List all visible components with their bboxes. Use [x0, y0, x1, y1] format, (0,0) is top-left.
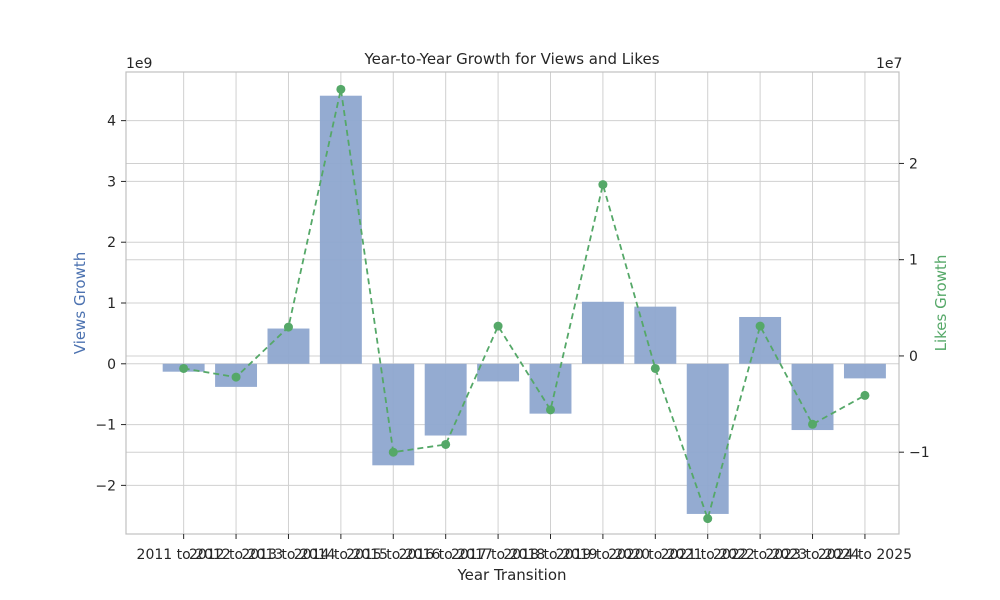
- left-tick-label: 1: [107, 296, 116, 312]
- left-axis-ticks: −2 −1 0 1 2 3 4: [95, 114, 126, 494]
- x-tick-label: 2017 to 2018: [451, 547, 545, 563]
- likes-point-2017-to-2018: [493, 321, 503, 331]
- right-axis-label: Likes Growth: [932, 255, 950, 352]
- x-tick-label: 2021 to 2022: [661, 547, 755, 563]
- left-tick-label: 4: [107, 114, 116, 130]
- likes-point-2018-to-2019: [545, 405, 555, 415]
- views-bar-2013-to-2014: [267, 328, 310, 364]
- right-axis-offset: 1e7: [876, 56, 902, 72]
- likes-point-2012-to-2013: [231, 372, 241, 382]
- x-tick-label: 2011 to 2012: [137, 547, 231, 563]
- right-tick-label: 0: [909, 349, 918, 365]
- x-tick-label: 2019 to 2020: [556, 547, 650, 563]
- views-bar-2021-to-2022: [686, 363, 729, 514]
- left-tick-label: 0: [107, 357, 116, 373]
- views-bar-2019-to-2020: [581, 301, 624, 364]
- likes-point-2013-to-2014: [283, 322, 293, 332]
- left-axis-offset: 1e9: [126, 56, 152, 72]
- left-axis-label: Views Growth: [71, 252, 89, 354]
- views-bar-2017-to-2018: [477, 363, 520, 382]
- views-bar-2016-to-2017: [424, 363, 467, 436]
- likes-point-2015-to-2016: [388, 447, 398, 457]
- x-tick-label: 2012 to 2013: [189, 547, 283, 563]
- likes-point-2024-to-2025: [860, 390, 870, 400]
- x-tick-label: 2014 to 2015: [294, 547, 388, 563]
- likes-point-2023-to-2024: [808, 419, 818, 429]
- likes-point-2019-to-2020: [598, 180, 608, 190]
- x-tick-label: 2016 to 2017: [399, 547, 493, 563]
- likes-point-2011-to-2012: [179, 363, 189, 373]
- likes-point-2014-to-2015: [336, 84, 346, 94]
- x-tick-label: 2015 to 2016: [346, 547, 440, 563]
- likes-point-2020-to-2021: [650, 363, 660, 373]
- x-tick-label: 2023 to 2024: [765, 547, 859, 563]
- likes-point-2016-to-2017: [441, 439, 451, 449]
- likes-line: [179, 84, 870, 524]
- likes-series-line: [183, 89, 866, 522]
- views-bar-2014-to-2015: [319, 95, 362, 364]
- likes-point-2021-to-2022: [703, 514, 713, 524]
- x-tick-label: 2024 to 2025: [818, 547, 912, 563]
- right-tick-label: 2: [909, 156, 918, 172]
- x-tick-label: 2020 to 2021: [608, 547, 702, 563]
- views-bar-2024-to-2025: [843, 363, 886, 379]
- views-bars: [162, 95, 886, 514]
- right-tick-label: 1: [909, 253, 918, 269]
- grid-lines: [126, 72, 899, 534]
- left-tick-label: −1: [95, 418, 116, 434]
- views-bar-2023-to-2024: [791, 363, 834, 431]
- right-tick-label: −1: [909, 445, 930, 461]
- x-tick-label: 2022 to 2023: [713, 547, 807, 563]
- left-tick-label: 3: [107, 174, 116, 190]
- x-tick-label: 2013 to 2014: [241, 547, 335, 563]
- likes-point-2022-to-2023: [755, 321, 765, 331]
- x-axis-label: Year Transition: [456, 566, 566, 584]
- left-tick-label: −2: [95, 478, 116, 494]
- chart-title: Year-to-Year Growth for Views and Likes: [363, 50, 659, 68]
- x-tick-label: 2018 to 2019: [503, 547, 597, 563]
- right-axis-ticks: −1 0 1 2: [899, 156, 930, 461]
- left-tick-label: 2: [107, 235, 116, 251]
